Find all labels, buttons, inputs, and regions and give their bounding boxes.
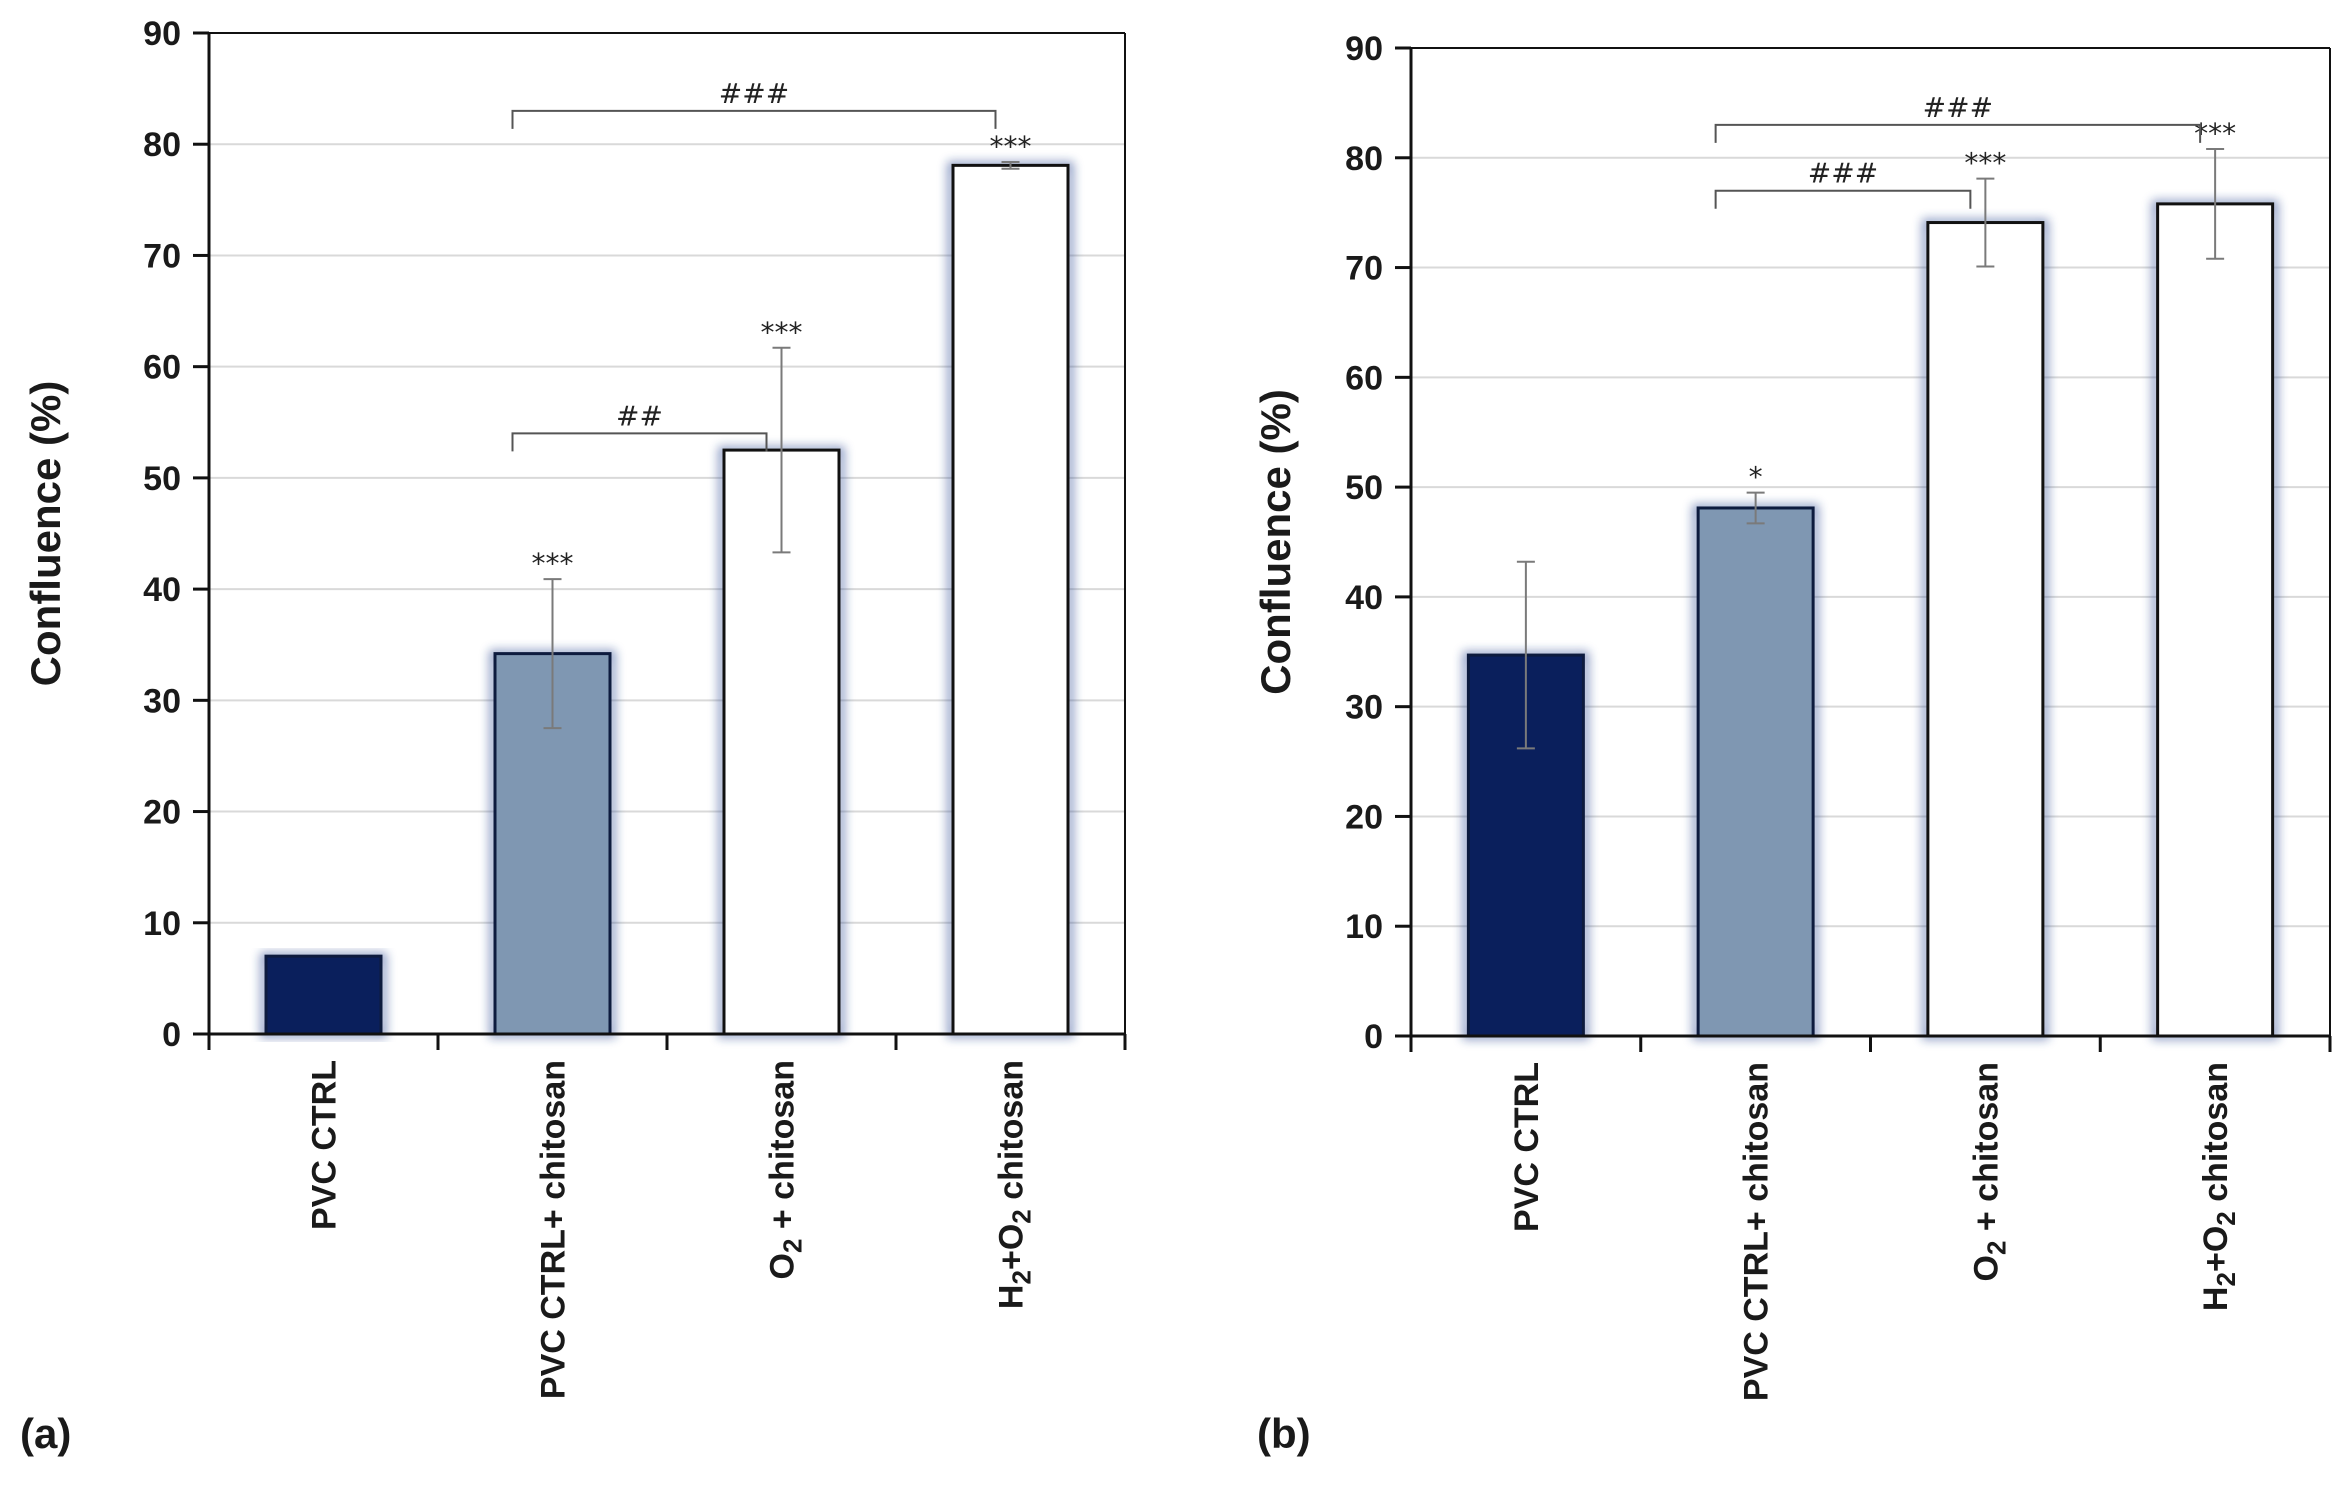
category-label-part: PVC CTRL+ chitosan xyxy=(1738,1062,1776,1401)
y-tick-label: 50 xyxy=(143,460,181,498)
y-tick-label: 80 xyxy=(1345,140,1383,178)
category-label-part: PVC CTRL+ chitosan xyxy=(535,1060,573,1399)
y-tick-label: 0 xyxy=(1364,1018,1383,1056)
y-tick-label: 30 xyxy=(1345,689,1383,727)
category-label-part: O xyxy=(764,1253,802,1279)
y-tick-label: 60 xyxy=(143,349,181,387)
category-label-part: + chitosan xyxy=(764,1060,802,1239)
y-tick-label: 30 xyxy=(143,682,181,720)
y-tick-label: 20 xyxy=(1345,798,1383,836)
y-tick-label: 20 xyxy=(143,794,181,832)
category-label: PVC CTRL+ chitosan xyxy=(1738,1062,1776,1401)
category-label: PVC CTRL xyxy=(1508,1062,1546,1232)
category-label-part: H xyxy=(2197,1287,2235,1312)
comparison-bracket xyxy=(511,109,997,129)
y-tick-label: 70 xyxy=(1345,250,1383,288)
category-label: H2+O2 chitosan xyxy=(993,1060,1037,1309)
comparison-bracket xyxy=(1714,189,1972,209)
category-label-part: +O xyxy=(2197,1226,2235,1272)
y-axis-title: Confluence (%) xyxy=(1252,389,1299,695)
y-tick-label: 70 xyxy=(143,237,181,275)
category-label-part: +O xyxy=(993,1224,1031,1270)
comparison-bracket xyxy=(1714,123,2202,143)
bracket-label: ## xyxy=(616,399,663,432)
category-label: PVC CTRL xyxy=(306,1060,344,1230)
y-tick-label: 10 xyxy=(143,905,181,943)
category-label-subscript: 2 xyxy=(1007,1209,1037,1223)
category-label-part: + chitosan xyxy=(1967,1062,2005,1241)
y-tick-label: 40 xyxy=(143,571,181,609)
category-label-subscript: 2 xyxy=(2211,1211,2241,1225)
panel-label: (b) xyxy=(1257,1410,1311,1457)
significance-label: *** xyxy=(532,547,574,580)
y-axis-title: Confluence (%) xyxy=(22,381,69,687)
category-label-subscript: 2 xyxy=(2211,1272,2241,1286)
category-label-subscript: 2 xyxy=(778,1239,808,1253)
y-tick-label: 90 xyxy=(1345,30,1383,68)
bar xyxy=(951,163,1070,1036)
y-tick-label: 40 xyxy=(1345,579,1383,617)
bracket-label: ### xyxy=(719,77,789,110)
category-label-part: PVC CTRL xyxy=(306,1060,344,1230)
bar xyxy=(264,954,383,1036)
category-label-part: O xyxy=(1967,1255,2005,1281)
y-tick-label: 10 xyxy=(1345,908,1383,946)
category-label-part: H xyxy=(993,1285,1031,1310)
y-tick-label: 60 xyxy=(1345,359,1383,397)
significance-label: *** xyxy=(761,316,803,349)
category-label-subscript: 2 xyxy=(1007,1270,1037,1284)
category-label-subscript: 2 xyxy=(1981,1241,2011,1255)
comparison-bracket xyxy=(511,432,768,452)
y-tick-label: 90 xyxy=(143,15,181,53)
y-tick-label: 50 xyxy=(1345,469,1383,507)
category-label: O2 + chitosan xyxy=(1967,1062,2011,1281)
bracket-label: ### xyxy=(1808,157,1878,190)
category-label-part: chitosan xyxy=(2197,1062,2235,1211)
category-label: PVC CTRL+ chitosan xyxy=(535,1060,573,1399)
panel-label: (a) xyxy=(20,1410,71,1457)
bar xyxy=(1926,221,2045,1038)
category-label-part: chitosan xyxy=(993,1060,1031,1209)
significance-label: * xyxy=(1749,461,1763,494)
category-label-part: PVC CTRL xyxy=(1508,1062,1546,1232)
bar xyxy=(1466,653,1585,1038)
category-label: H2+O2 chitosan xyxy=(2197,1062,2241,1311)
y-tick-label: 80 xyxy=(143,126,181,164)
category-label: O2 + chitosan xyxy=(764,1060,808,1279)
y-tick-label: 0 xyxy=(162,1016,181,1054)
bar xyxy=(2156,202,2275,1038)
significance-label: *** xyxy=(990,130,1032,163)
bar xyxy=(1696,506,1815,1038)
significance-label: *** xyxy=(1964,147,2006,180)
bracket-label: ### xyxy=(1923,91,1993,124)
